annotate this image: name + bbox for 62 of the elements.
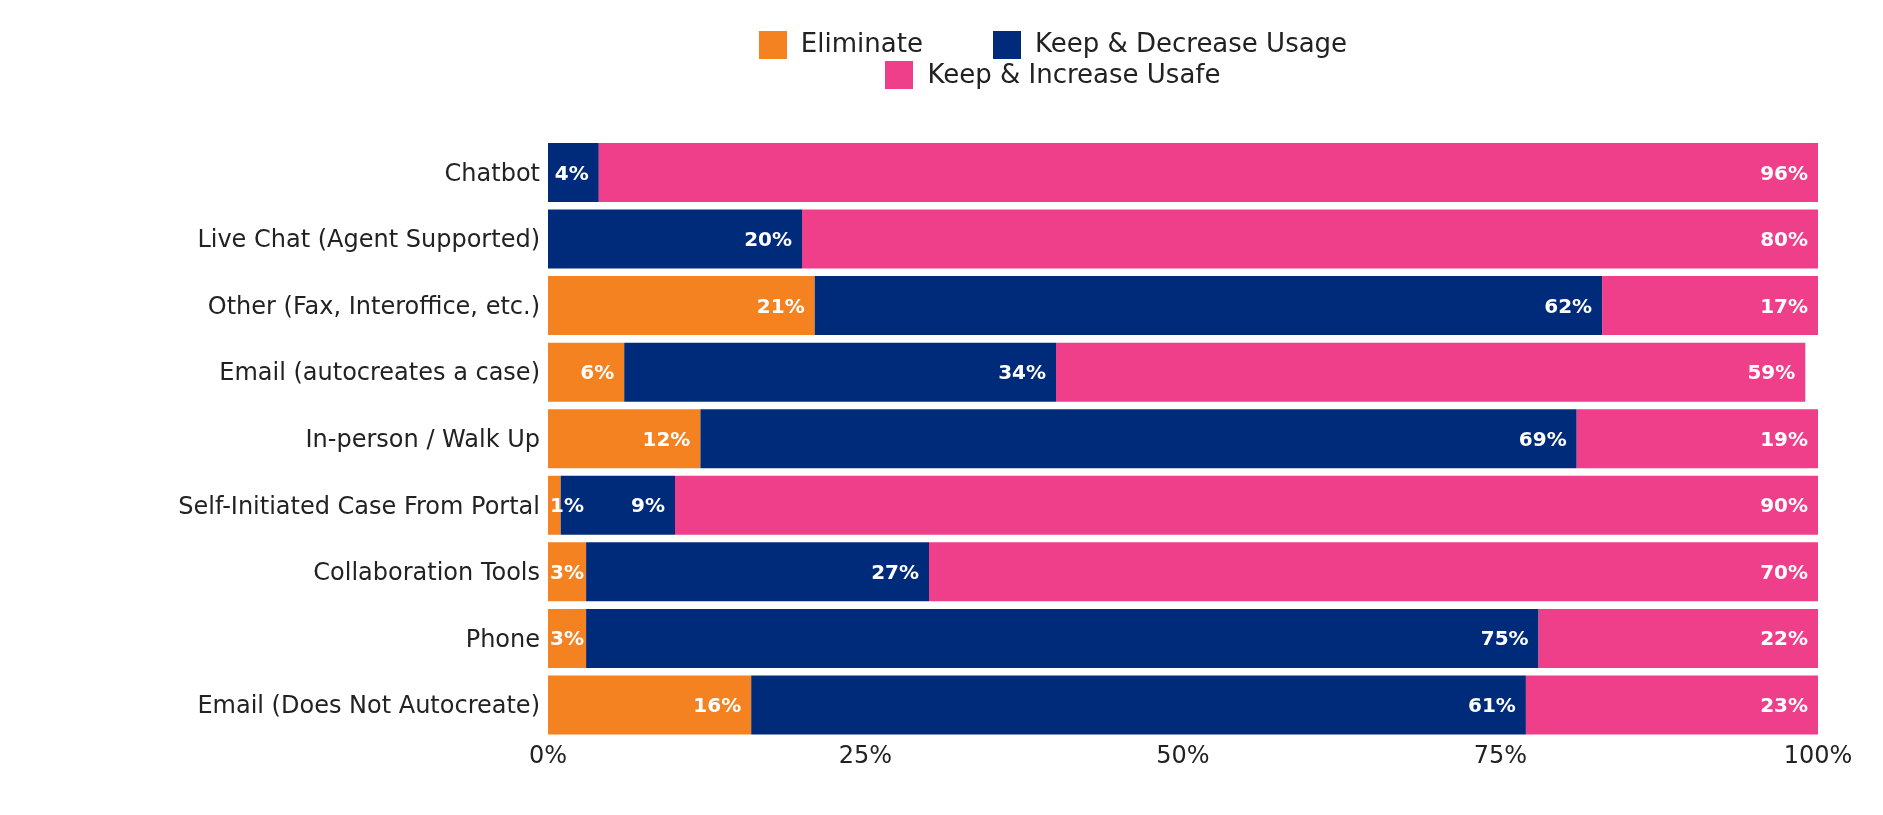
bar — [700, 409, 1577, 469]
bar — [1576, 409, 1818, 469]
bar — [598, 143, 1818, 202]
bar — [548, 143, 599, 202]
data-label: 23% — [1760, 692, 1808, 717]
data-label: 62% — [1544, 293, 1593, 318]
y-tick-label: Chatbot — [444, 158, 540, 187]
data-label: 22% — [1760, 626, 1808, 651]
x-tick-label: 75% — [1473, 741, 1528, 770]
x-tick-label: 0% — [528, 741, 568, 770]
data-label: 3% — [550, 559, 584, 584]
x-tick-label: 25% — [838, 741, 893, 770]
y-tick-label: In-person / Walk Up — [305, 425, 540, 454]
data-label: 19% — [1760, 426, 1808, 451]
data-label: 27% — [871, 559, 919, 584]
bar — [929, 542, 1818, 602]
bar — [675, 475, 1818, 535]
data-label: 21% — [756, 293, 805, 318]
bar — [1538, 608, 1818, 668]
data-label: 69% — [1518, 426, 1567, 451]
y-tick-label: Self-Initiated Case From Portal — [178, 491, 540, 520]
data-label: 96% — [1760, 160, 1808, 185]
bar — [548, 409, 701, 469]
y-tick-label: Live Chat (Agent Supported) — [197, 225, 540, 254]
bar — [548, 342, 625, 402]
data-label: 75% — [1480, 626, 1529, 651]
data-label: 17% — [1760, 293, 1808, 318]
data-label: 20% — [744, 227, 792, 252]
x-tick-label: 50% — [1156, 741, 1210, 770]
x-tick-label: 100% — [1783, 741, 1853, 770]
data-label: 34% — [998, 360, 1046, 385]
data-label: 90% — [1760, 493, 1808, 518]
legend-label: Keep & Increase Usafe — [927, 58, 1221, 89]
data-label: 16% — [693, 692, 742, 717]
y-tick-label: Other (Fax, Interoffice, etc.) — [207, 291, 540, 320]
y-tick-label: Email (autocreates a case) — [219, 358, 540, 387]
bar — [548, 209, 802, 269]
data-label: 80% — [1760, 227, 1808, 252]
data-label: 70% — [1760, 559, 1808, 584]
bar — [548, 675, 752, 735]
legend-label: Eliminate — [800, 28, 923, 58]
bar — [1056, 342, 1806, 402]
data-label: 12% — [642, 426, 691, 451]
bar — [751, 675, 1526, 735]
bar — [586, 608, 1539, 668]
bar — [548, 276, 815, 336]
data-label: 9% — [631, 493, 665, 518]
bar — [586, 542, 929, 602]
y-tick-label: Collaboration Tools — [313, 558, 540, 587]
bar — [802, 209, 1818, 269]
data-label: 61% — [1468, 692, 1516, 717]
data-label: 3% — [550, 626, 584, 651]
legend-label: Keep & Decrease Usage — [1034, 28, 1348, 58]
bar — [624, 342, 1056, 402]
bar — [1602, 276, 1818, 336]
bar — [814, 276, 1603, 336]
bar — [1525, 675, 1818, 735]
data-label: 59% — [1747, 360, 1796, 385]
data-label: 6% — [580, 360, 615, 385]
y-tick-label: Email (Does Not Autocreate) — [197, 691, 540, 720]
data-label: 4% — [554, 160, 589, 185]
y-tick-label: Phone — [465, 624, 540, 653]
